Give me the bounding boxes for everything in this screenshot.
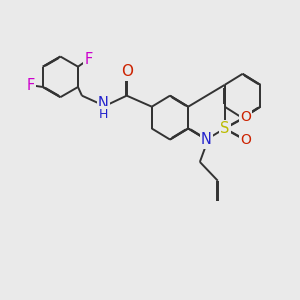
- Text: O: O: [240, 133, 251, 147]
- Text: F: F: [84, 52, 93, 67]
- Text: N: N: [98, 96, 109, 111]
- Text: N: N: [201, 132, 212, 147]
- Text: H: H: [99, 108, 108, 121]
- Text: S: S: [220, 121, 229, 136]
- Text: O: O: [240, 110, 251, 124]
- Text: O: O: [121, 64, 133, 79]
- Text: F: F: [27, 78, 35, 93]
